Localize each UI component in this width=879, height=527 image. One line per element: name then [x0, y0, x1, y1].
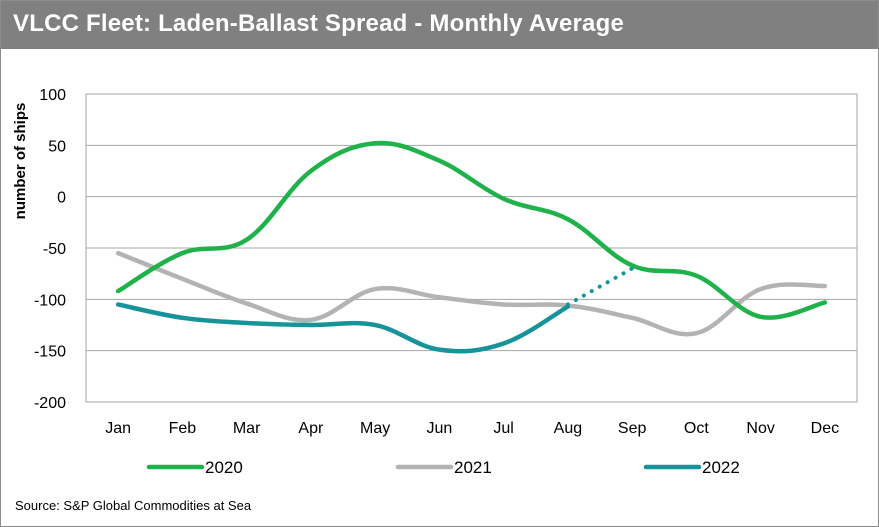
projection-line-2022: [565, 266, 635, 307]
title-bar: VLCC Fleet: Laden-Ballast Spread - Month…: [1, 1, 878, 49]
y-tick-label: 100: [39, 87, 66, 104]
x-tick-label: Dec: [811, 420, 839, 437]
series-lines: [115, 140, 828, 354]
x-tick-labels: Jan Feb Mar Apr May Jun Jul Aug Sep Oct Nov Dec: [105, 420, 839, 437]
y-tick-label: -50: [43, 241, 66, 258]
source-note: Source: S&P Global Commodities at Sea: [15, 498, 252, 513]
x-tick-label: May: [360, 420, 390, 437]
series-line-2020: [115, 140, 828, 320]
x-tick-label: Jul: [493, 420, 513, 437]
x-tick-label: Nov: [746, 420, 774, 437]
x-tick-label: Apr: [298, 420, 324, 437]
x-tick-label: Jun: [426, 420, 452, 437]
y-tick-label: 0: [57, 190, 66, 207]
y-axis-label: number of ships: [12, 103, 29, 220]
series-line-2022: [115, 302, 571, 354]
legend: 2020 2021 2022: [146, 458, 740, 477]
chart-title: VLCC Fleet: Laden-Ballast Spread - Month…: [13, 10, 624, 37]
legend-label-2020: 2020: [205, 458, 243, 477]
series-line-2021: [115, 250, 828, 337]
x-tick-label: Sep: [618, 420, 647, 437]
x-tick-label: Mar: [233, 420, 261, 437]
y-tick-label: -100: [34, 292, 66, 309]
y-tick-label: -150: [34, 344, 66, 361]
legend-label-2021: 2021: [454, 458, 492, 477]
x-tick-label: Feb: [169, 420, 197, 437]
y-tick-label: -200: [34, 395, 66, 412]
x-tick-label: Oct: [684, 420, 709, 437]
x-tick-label: Jan: [105, 420, 131, 437]
legend-label-2022: 2022: [702, 458, 740, 477]
x-tick-label: Aug: [554, 420, 582, 437]
y-tick-label: 50: [48, 138, 66, 155]
y-tick-labels: 100 50 0 -50 -100 -150 -200: [34, 87, 66, 412]
